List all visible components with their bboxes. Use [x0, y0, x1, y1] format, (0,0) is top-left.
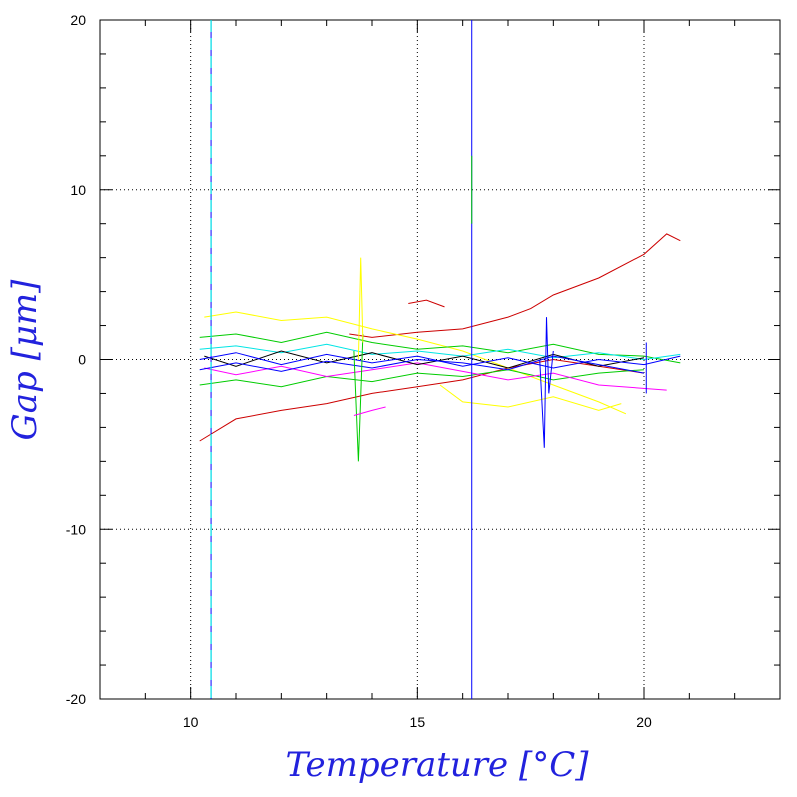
series-line-10: [204, 350, 645, 369]
x-tick-labels: 10 15 20: [183, 714, 652, 730]
y-tick-label: 10: [70, 182, 86, 198]
series-line-13: [539, 317, 554, 448]
series-line-5: [439, 384, 622, 411]
series-line-3: [408, 299, 445, 308]
x-tick-label: 15: [410, 714, 426, 730]
series-line-4: [204, 311, 627, 415]
series-line-2: [349, 233, 681, 338]
y-tick-label: 20: [70, 12, 86, 28]
y-tick-label: -20: [66, 691, 86, 707]
series-line-6: [199, 331, 681, 364]
series-line-7: [199, 369, 645, 388]
series-line-16: [353, 406, 386, 416]
grid-lines: [100, 20, 780, 699]
series-line-15: [357, 257, 364, 360]
series-line-14: [353, 333, 364, 462]
y-axis-title: Gap [μm]: [5, 279, 45, 441]
data-series: [199, 233, 681, 462]
series-line-12: [199, 355, 645, 374]
series-line-8: [199, 343, 681, 361]
x-axis-title: Temperature [°C]: [285, 745, 589, 785]
x-tick-label: 10: [183, 714, 199, 730]
x-tick-label: 20: [636, 714, 652, 730]
series-line-1: [199, 358, 645, 442]
vertical-lines: [210, 20, 647, 699]
series-line-9: [204, 362, 667, 391]
axis-ticks: [99, 19, 781, 700]
y-tick-label: 0: [78, 352, 86, 368]
y-tick-labels: -20 -10 0 10 20: [66, 12, 86, 707]
y-tick-label: -10: [66, 521, 86, 537]
